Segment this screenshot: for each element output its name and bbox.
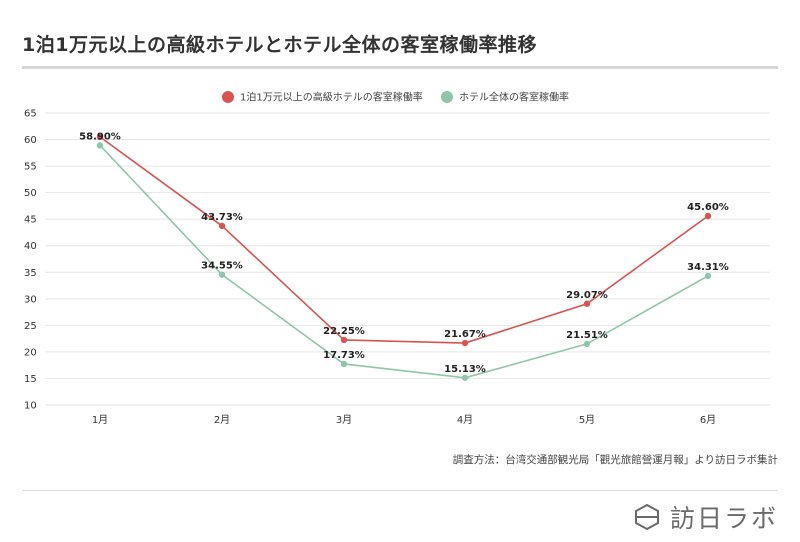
x-tick-label: 3月	[336, 414, 352, 426]
y-tick-label: 25	[24, 321, 37, 332]
data-label: 43.73%	[201, 212, 243, 223]
series-line	[99, 144, 709, 379]
data-label: 29.07%	[566, 290, 608, 301]
data-label: 34.55%	[201, 261, 243, 272]
legend: 1泊1万元以上の高級ホテルの客室稼働率 ホテル全体の客室稼働率	[222, 91, 569, 104]
legend-marker	[441, 91, 453, 103]
source-note: 調査方法：台湾交通部観光局「觀光旅館營運月報」より訪日ラボ集計	[452, 454, 778, 466]
x-tick-label: 4月	[457, 414, 473, 426]
series-line	[99, 136, 709, 344]
y-axis-ticks: 10 15 20 25 30 35 40 45 50 55 60 65	[24, 109, 37, 412]
y-tick-label: 20	[24, 347, 37, 358]
data-point	[96, 142, 104, 149]
x-axis-ticks: 1月 2月 3月 4月 5月 6月	[92, 414, 716, 426]
data-labels: 43.73% 22.25% 21.67% 29.07% 45.60% 58.90% 34.5…	[79, 131, 729, 374]
x-tick-label: 2月	[214, 414, 230, 426]
legend-label: ホテル全体の客室稼働率	[459, 91, 569, 104]
y-tick-label: 50	[24, 188, 37, 199]
data-label: 17.73%	[323, 350, 365, 361]
line-chart: 10 15 20 25 30 35 40 45 50 55 60 65 1月 2月 3月 4月 5月 6月 1泊…	[24, 91, 770, 426]
data-point	[96, 133, 104, 141]
data-label: 45.60%	[687, 202, 729, 213]
data-label: 58.90%	[79, 131, 121, 142]
y-tick-label: 10	[24, 401, 37, 412]
legend-label: 1泊1万元以上の高級ホテルの客室稼働率	[240, 91, 423, 104]
y-tick-label: 60	[24, 135, 37, 146]
data-label: 21.51%	[566, 330, 608, 341]
data-label: 21.67%	[444, 329, 486, 340]
footer-divider	[22, 490, 778, 491]
chart-title: 1泊1万元以上の高級ホテルとホテル全体の客室稼働率推移	[22, 34, 537, 56]
data-point	[583, 340, 591, 348]
y-tick-label: 40	[24, 241, 37, 252]
data-point	[340, 360, 348, 368]
data-point	[218, 271, 226, 278]
x-tick-label: 1月	[92, 414, 108, 426]
x-tick-label: 5月	[579, 414, 595, 426]
title-divider	[22, 66, 778, 69]
y-tick-label: 15	[24, 374, 37, 385]
y-tick-label: 65	[24, 109, 37, 120]
data-label: 34.31%	[687, 262, 729, 273]
data-label: 22.25%	[323, 326, 365, 337]
data-point	[461, 339, 469, 347]
data-point	[218, 222, 226, 230]
y-tick-label: 55	[24, 162, 37, 173]
data-point	[704, 212, 712, 220]
legend-marker	[222, 91, 234, 103]
data-point	[340, 336, 348, 344]
series-lines	[96, 133, 712, 381]
x-tick-label: 6月	[700, 414, 716, 426]
logo-icon	[634, 503, 659, 531]
y-tick-label: 45	[24, 215, 37, 226]
grid-lines	[45, 112, 770, 406]
y-tick-label: 30	[24, 294, 37, 305]
brand-logo: 訪日ラボ	[632, 500, 778, 534]
data-label: 15.13%	[444, 364, 486, 375]
brand-name: 訪日ラボ	[669, 504, 778, 533]
y-tick-label: 35	[24, 268, 37, 279]
data-point	[583, 300, 591, 307]
data-point	[461, 374, 469, 381]
data-point	[704, 272, 712, 280]
